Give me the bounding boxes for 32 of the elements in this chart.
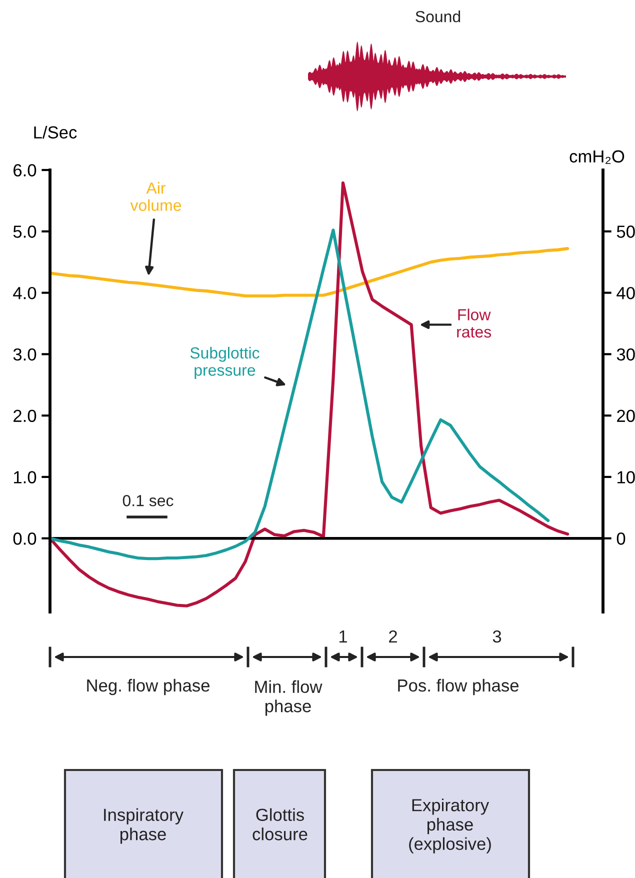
- text: 2: [389, 630, 397, 642]
- text: Subglottic pressure: [190, 346, 260, 379]
- y2-tick-label: 50: [616, 226, 635, 238]
- text: Expiratory phase (explosive): [409, 798, 491, 854]
- text: Inspiratory phase: [104, 808, 184, 844]
- text: Flow rates: [457, 308, 492, 338]
- text: Min. flow phase: [255, 680, 322, 716]
- y-tick-label: 6.0: [14, 164, 36, 176]
- y2-tick-label: 20: [617, 410, 635, 422]
- y2-tick-label: 10: [618, 471, 635, 484]
- y2-tick-label: 0: [616, 532, 626, 545]
- y-tick-label: 2.0: [14, 410, 36, 422]
- y-axis-title: L/Sec: [34, 126, 77, 139]
- y2-axis-title: cmH₂O: [570, 150, 624, 164]
- y-tick-label: 5.0: [13, 226, 36, 238]
- line-series: [50, 247, 570, 298]
- text: Glottis closure: [252, 808, 308, 840]
- chart-title: Sound: [416, 10, 460, 22]
- y2-tick-label: 40: [616, 286, 635, 300]
- line-series: [50, 228, 550, 560]
- y-tick-label: 3.0: [13, 348, 36, 361]
- text: 3: [492, 630, 502, 643]
- line-series: [50, 181, 570, 608]
- y-tick-label: 1.0: [14, 471, 36, 484]
- annotation: 0.1 sec: [122, 494, 174, 506]
- y-tick-label: 4.0: [13, 286, 36, 300]
- text: 1: [339, 630, 347, 642]
- text: Pos. flow phase: [398, 678, 519, 696]
- text: Air volume: [130, 182, 182, 211]
- text: Neg. flow phase: [87, 678, 210, 696]
- y2-tick-label: 30: [616, 348, 635, 361]
- y-tick-label: 0.0: [13, 532, 36, 545]
